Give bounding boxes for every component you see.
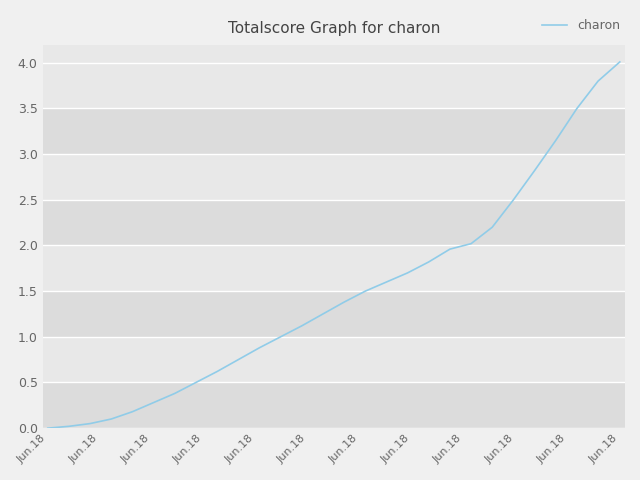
charon bbox=[383, 279, 390, 285]
charon bbox=[531, 168, 538, 173]
charon bbox=[362, 288, 369, 294]
charon bbox=[150, 400, 157, 406]
charon bbox=[213, 369, 221, 374]
charon bbox=[192, 380, 200, 385]
Bar bbox=[43, 383, 625, 428]
Bar bbox=[43, 291, 625, 337]
charon bbox=[509, 197, 517, 203]
charon bbox=[319, 311, 327, 317]
Bar bbox=[43, 63, 625, 108]
charon bbox=[298, 323, 305, 329]
charon bbox=[404, 270, 412, 276]
charon bbox=[467, 241, 475, 247]
charon bbox=[65, 423, 73, 429]
Bar bbox=[43, 154, 625, 200]
Bar bbox=[43, 108, 625, 154]
charon bbox=[488, 224, 496, 230]
charon bbox=[340, 299, 348, 305]
charon bbox=[594, 78, 602, 84]
charon bbox=[552, 138, 559, 144]
Bar bbox=[43, 200, 625, 245]
Title: Totalscore Graph for charon: Totalscore Graph for charon bbox=[228, 22, 440, 36]
charon bbox=[276, 334, 284, 340]
Bar bbox=[43, 337, 625, 383]
charon bbox=[171, 391, 179, 396]
Line: charon: charon bbox=[48, 62, 620, 428]
charon bbox=[234, 357, 242, 362]
charon bbox=[108, 416, 115, 422]
Legend: charon: charon bbox=[537, 14, 625, 37]
charon bbox=[573, 106, 580, 111]
charon bbox=[255, 345, 263, 351]
charon bbox=[44, 425, 52, 431]
charon bbox=[129, 409, 136, 415]
charon bbox=[86, 420, 94, 426]
Bar bbox=[43, 245, 625, 291]
charon bbox=[616, 59, 623, 65]
charon bbox=[425, 259, 433, 265]
charon bbox=[446, 246, 454, 252]
